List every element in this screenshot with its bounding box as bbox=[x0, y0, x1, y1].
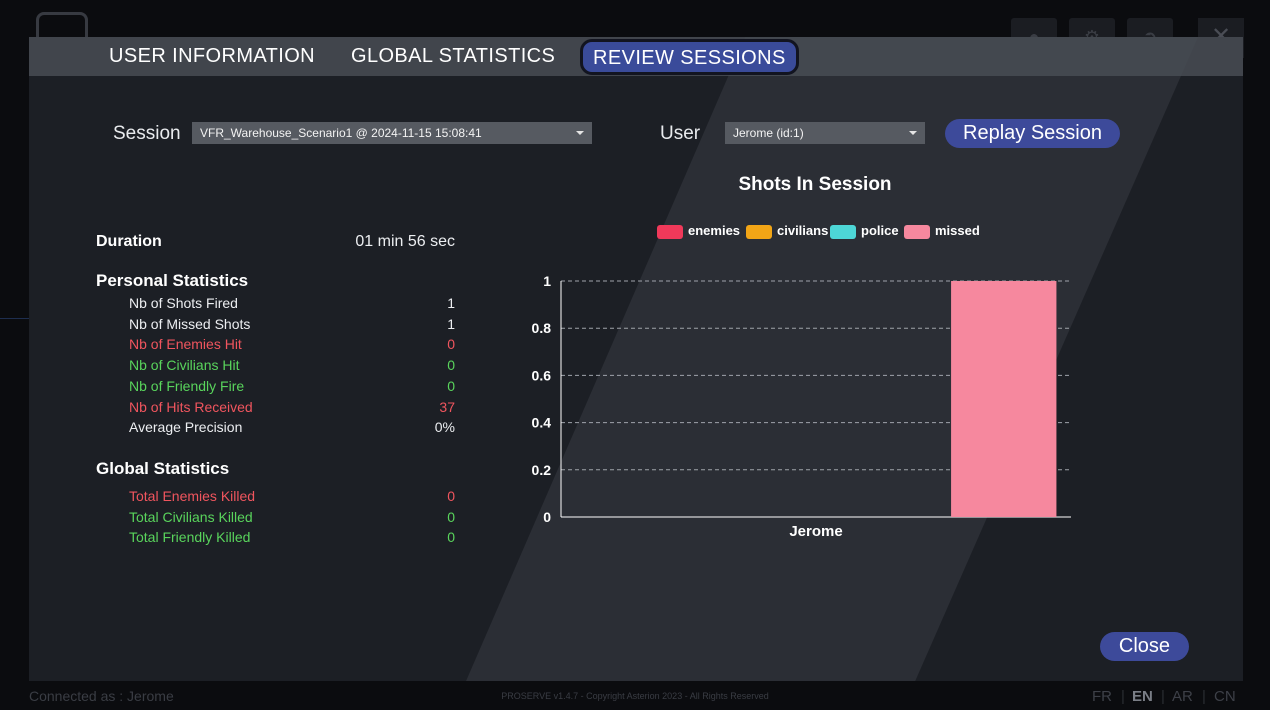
lang-cn[interactable]: CN bbox=[1214, 688, 1236, 705]
personal-label: Nb of Missed Shots bbox=[129, 315, 251, 332]
personal-value: 37 bbox=[439, 398, 455, 415]
legend-swatch bbox=[657, 225, 683, 239]
duration-value: 01 min 56 sec bbox=[355, 233, 455, 250]
tab-user-information[interactable]: USER INFORMATION bbox=[109, 45, 316, 67]
global-value: 0 bbox=[447, 508, 455, 525]
tab-global-statistics[interactable]: GLOBAL STATISTICS bbox=[351, 45, 556, 67]
personal-row: Nb of Friendly Fire 0 bbox=[129, 378, 455, 398]
legend-label: civilians bbox=[777, 223, 829, 238]
global-value: 0 bbox=[447, 488, 455, 504]
personal-label: Nb of Friendly Fire bbox=[129, 377, 245, 394]
personal-label: Average Precision bbox=[129, 419, 243, 436]
session-select[interactable]: VFR_Warehouse_Scenario1 @ 2024-11-15 15:… bbox=[192, 122, 592, 144]
legend-label: missed bbox=[935, 223, 980, 238]
user-label: User bbox=[660, 123, 701, 144]
logo-icon bbox=[36, 12, 88, 40]
x-tick-label: Jerome bbox=[789, 523, 842, 540]
personal-value: 0% bbox=[434, 419, 455, 436]
y-tick-label: 0.2 bbox=[532, 462, 552, 478]
global-label: Total Enemies Killed bbox=[129, 488, 256, 504]
global-row: Total Friendly Killed 0 bbox=[129, 529, 455, 549]
global-row: Total Enemies Killed 0 bbox=[129, 488, 455, 508]
lang-ar[interactable]: AR bbox=[1172, 688, 1193, 705]
copyright-text: PROSERVE v1.4.7 - Copyright Asterion 202… bbox=[501, 691, 769, 701]
duration-label: Duration bbox=[96, 233, 162, 250]
lang-separator: | bbox=[1161, 688, 1165, 705]
tab-bar: USER INFORMATION GLOBAL STATISTICS REVIE… bbox=[29, 37, 1243, 76]
chevron-down-icon bbox=[909, 131, 917, 135]
chart-title: Shots In Session bbox=[738, 174, 892, 195]
y-tick-label: 0 bbox=[543, 509, 551, 525]
personal-value: 0 bbox=[447, 377, 455, 394]
y-tick-label: 0.4 bbox=[532, 415, 552, 431]
personal-row: Nb of Hits Received 37 bbox=[129, 399, 455, 419]
personal-value: 1 bbox=[447, 315, 455, 332]
global-label: Total Civilians Killed bbox=[129, 508, 253, 525]
bar-missed bbox=[951, 281, 1057, 517]
legend-label: police bbox=[861, 223, 899, 238]
personal-statistics-heading: Personal Statistics bbox=[96, 271, 249, 290]
personal-label: Nb of Hits Received bbox=[129, 398, 253, 415]
personal-row: Nb of Civilians Hit 0 bbox=[129, 357, 455, 377]
tab-review-sessions[interactable]: REVIEW SESSIONS bbox=[580, 39, 799, 75]
divider bbox=[0, 318, 29, 319]
session-select-value: VFR_Warehouse_Scenario1 @ 2024-11-15 15:… bbox=[200, 126, 482, 140]
personal-row: Average Precision 0% bbox=[129, 419, 455, 439]
user-select[interactable]: Jerome (id:1) bbox=[725, 122, 925, 144]
lang-separator: | bbox=[1202, 688, 1206, 705]
legend-swatch bbox=[746, 225, 772, 239]
lang-en[interactable]: EN bbox=[1132, 688, 1153, 705]
global-label: Total Friendly Killed bbox=[129, 529, 251, 546]
y-tick-label: 1 bbox=[543, 273, 551, 289]
legend-swatch bbox=[904, 225, 930, 239]
y-tick-label: 0.8 bbox=[532, 320, 552, 336]
personal-value: 0 bbox=[447, 357, 455, 374]
global-row: Total Civilians Killed 0 bbox=[129, 509, 455, 529]
review-dialog: USER INFORMATION GLOBAL STATISTICS REVIE… bbox=[29, 37, 1243, 681]
personal-row: Nb of Shots Fired 1 bbox=[129, 295, 455, 315]
shots-chart: 0 0.2 0.4 0.6 0.8 1 Jerome bbox=[532, 273, 1071, 540]
replay-session-button[interactable]: Replay Session bbox=[945, 119, 1120, 148]
close-button[interactable]: Close bbox=[1100, 632, 1189, 661]
chevron-down-icon bbox=[576, 131, 584, 135]
personal-value: 1 bbox=[447, 295, 455, 311]
lang-separator: | bbox=[1121, 688, 1125, 705]
personal-label: Nb of Enemies Hit bbox=[129, 336, 242, 353]
personal-value: 0 bbox=[447, 336, 455, 353]
personal-row: Nb of Enemies Hit 0 bbox=[129, 336, 455, 356]
connected-as-text: Connected as : Jerome bbox=[29, 688, 174, 704]
user-select-value: Jerome (id:1) bbox=[733, 126, 804, 140]
global-statistics-heading: Global Statistics bbox=[96, 459, 230, 478]
personal-label: Nb of Civilians Hit bbox=[129, 357, 240, 374]
global-value: 0 bbox=[447, 529, 455, 546]
legend-label: enemies bbox=[688, 223, 741, 238]
lang-fr[interactable]: FR bbox=[1092, 688, 1112, 705]
personal-row: Nb of Missed Shots 1 bbox=[129, 316, 455, 336]
session-label: Session bbox=[113, 123, 181, 144]
legend-swatch bbox=[830, 225, 856, 239]
y-tick-label: 0.6 bbox=[532, 367, 552, 383]
personal-label: Nb of Shots Fired bbox=[129, 295, 238, 311]
